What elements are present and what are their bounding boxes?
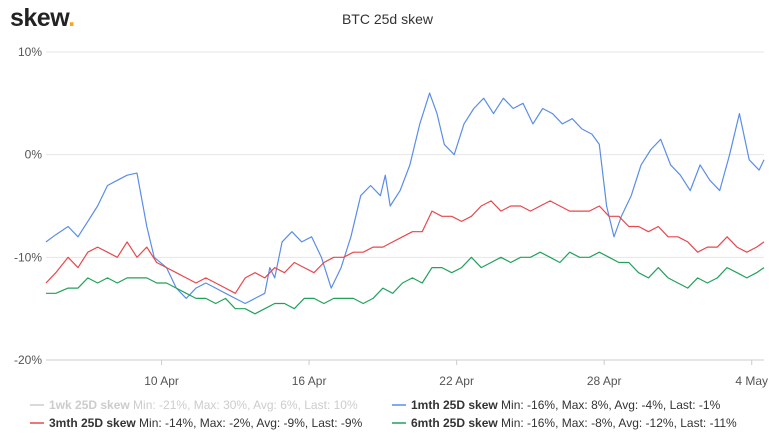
legend-series-name: 1wk 25D skew	[49, 398, 130, 412]
legend-series-stats: Min: -16%, Max: 8%, Avg: -4%, Last: -1%	[498, 398, 721, 412]
series-line-3	[46, 251, 765, 315]
y-tick-label: -10%	[14, 250, 42, 264]
legend-item-1: 1mth 25D skew Min: -16%, Max: 8%, Avg: -…	[392, 398, 721, 412]
y-tick-label: 0%	[25, 148, 43, 162]
logo-text: skew	[10, 4, 69, 32]
series-line-2	[45, 200, 765, 294]
series-lines	[45, 92, 765, 315]
legend-label: 1wk 25D skew Min: -21%, Max: 30%, Avg: 6…	[49, 398, 358, 412]
chart-title: BTC 25d skew	[341, 11, 434, 27]
y-axis: 10% 0% -10% -20%	[14, 45, 42, 367]
y-tick-label: 10%	[18, 45, 42, 59]
legend-item-2: 3mth 25D skew Min: -14%, Max: -2%, Avg: …	[30, 416, 363, 430]
logo-dot: .	[68, 4, 75, 32]
x-tick-label: 28 Apr	[587, 374, 622, 388]
y-tick-label: -20%	[14, 353, 42, 367]
legend-series-name: 1mth 25D skew	[411, 398, 498, 412]
x-tick-label: 16 Apr	[292, 374, 327, 388]
legend-label: 1mth 25D skew Min: -16%, Max: 8%, Avg: -…	[411, 398, 721, 412]
legend-series-name: 6mth 25D skew	[411, 416, 498, 430]
legend-series-stats: Min: -21%, Max: 30%, Avg: 6%, Last: 10%	[130, 398, 358, 412]
skew-logo: skew.	[10, 4, 75, 33]
series-line-1	[45, 92, 765, 305]
legend-series-stats: Min: -16%, Max: -8%, Avg: -12%, Last: -1…	[498, 416, 737, 430]
x-tick-label: 4 May	[735, 374, 768, 388]
grid-lines	[46, 51, 764, 361]
x-axis: 10 Apr 16 Apr 22 Apr 28 Apr 4 May	[46, 359, 768, 388]
x-tick-label: 10 Apr	[144, 374, 179, 388]
legend-item-0: 1wk 25D skew Min: -21%, Max: 30%, Avg: 6…	[30, 398, 358, 412]
legend-series-name: 3mth 25D skew	[49, 416, 136, 430]
legend-series-stats: Min: -14%, Max: -2%, Avg: -9%, Last: -9%	[136, 416, 363, 430]
legend-label: 3mth 25D skew Min: -14%, Max: -2%, Avg: …	[49, 416, 363, 430]
x-tick-label: 22 Apr	[439, 374, 474, 388]
legend-label: 6mth 25D skew Min: -16%, Max: -8%, Avg: …	[411, 416, 737, 430]
legend-item-3: 6mth 25D skew Min: -16%, Max: -8%, Avg: …	[392, 416, 737, 430]
legend: 1wk 25D skew Min: -21%, Max: 30%, Avg: 6…	[30, 398, 737, 430]
